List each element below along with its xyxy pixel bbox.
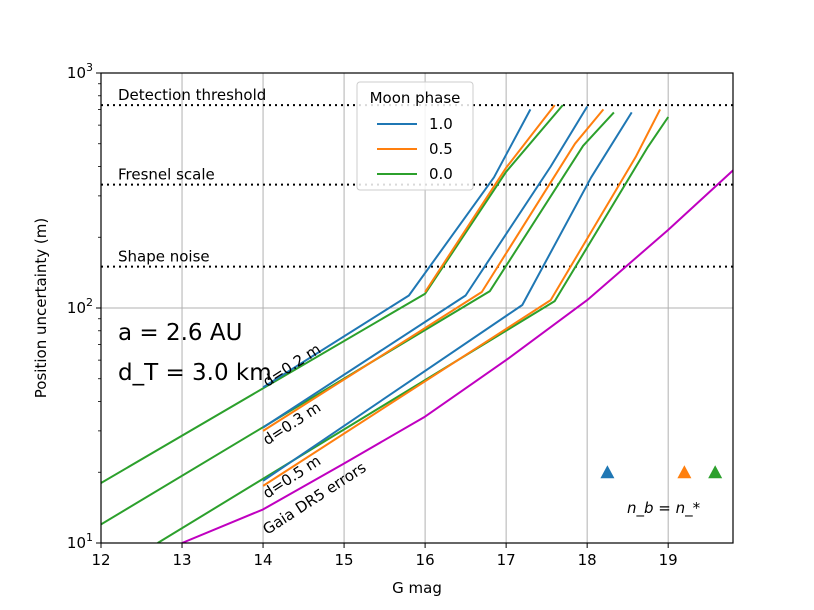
legend-label: 0.0 <box>429 165 453 183</box>
legend-label: 0.5 <box>429 140 453 158</box>
threshold-label: Shape noise <box>118 248 210 266</box>
x-tick-label: 19 <box>659 551 678 569</box>
marker-triangle <box>677 465 692 479</box>
marker-triangle <box>708 465 723 479</box>
annotation-a-text: a = 2.6 AU <box>118 320 242 346</box>
x-axis-ticks: 12 13 14 15 16 17 18 19 <box>91 543 678 569</box>
series-line <box>262 108 605 432</box>
legend-label: 1.0 <box>429 115 453 133</box>
series-line <box>101 104 564 484</box>
series-line <box>181 169 733 543</box>
legend-entries: 1.0 0.5 0.0 <box>377 115 453 183</box>
annotation-dT-text: d_T = 3.0 km <box>118 360 272 386</box>
series-line <box>262 111 633 482</box>
annotation-nb: n_b = n_* <box>627 499 701 518</box>
series-line <box>262 105 589 429</box>
marker-triangle <box>600 465 615 479</box>
series-line <box>157 116 670 543</box>
threshold-label: Detection threshold <box>118 86 266 104</box>
threshold-labels: Detection threshold Fresnel scale Shape no… <box>118 86 266 265</box>
series-line <box>424 104 556 293</box>
threshold-label: Fresnel scale <box>118 166 215 184</box>
x-tick-label: 15 <box>335 551 354 569</box>
series-line <box>262 108 661 487</box>
series-line <box>101 111 615 526</box>
x-axis-label: G mag <box>392 579 442 597</box>
legend-title: Moon phase <box>370 89 461 107</box>
x-tick-label: 16 <box>416 551 435 569</box>
series-line <box>262 108 532 389</box>
x-tick-label: 14 <box>254 551 273 569</box>
x-tick-label: 17 <box>497 551 516 569</box>
y-axis-label: Position uncertainty (m) <box>32 218 50 398</box>
legend-box <box>356 81 474 191</box>
legend: Moon phase 1.0 0.5 0.0 <box>356 81 474 191</box>
markers-group <box>600 465 723 479</box>
annotation-a: a = 2.6 AU <box>118 320 242 346</box>
series-group <box>101 104 733 543</box>
x-tick-label: 18 <box>578 551 597 569</box>
x-tick-label: 12 <box>91 551 110 569</box>
annotation-dT: d_T = 3.0 km <box>118 360 272 386</box>
x-tick-label: 13 <box>172 551 191 569</box>
